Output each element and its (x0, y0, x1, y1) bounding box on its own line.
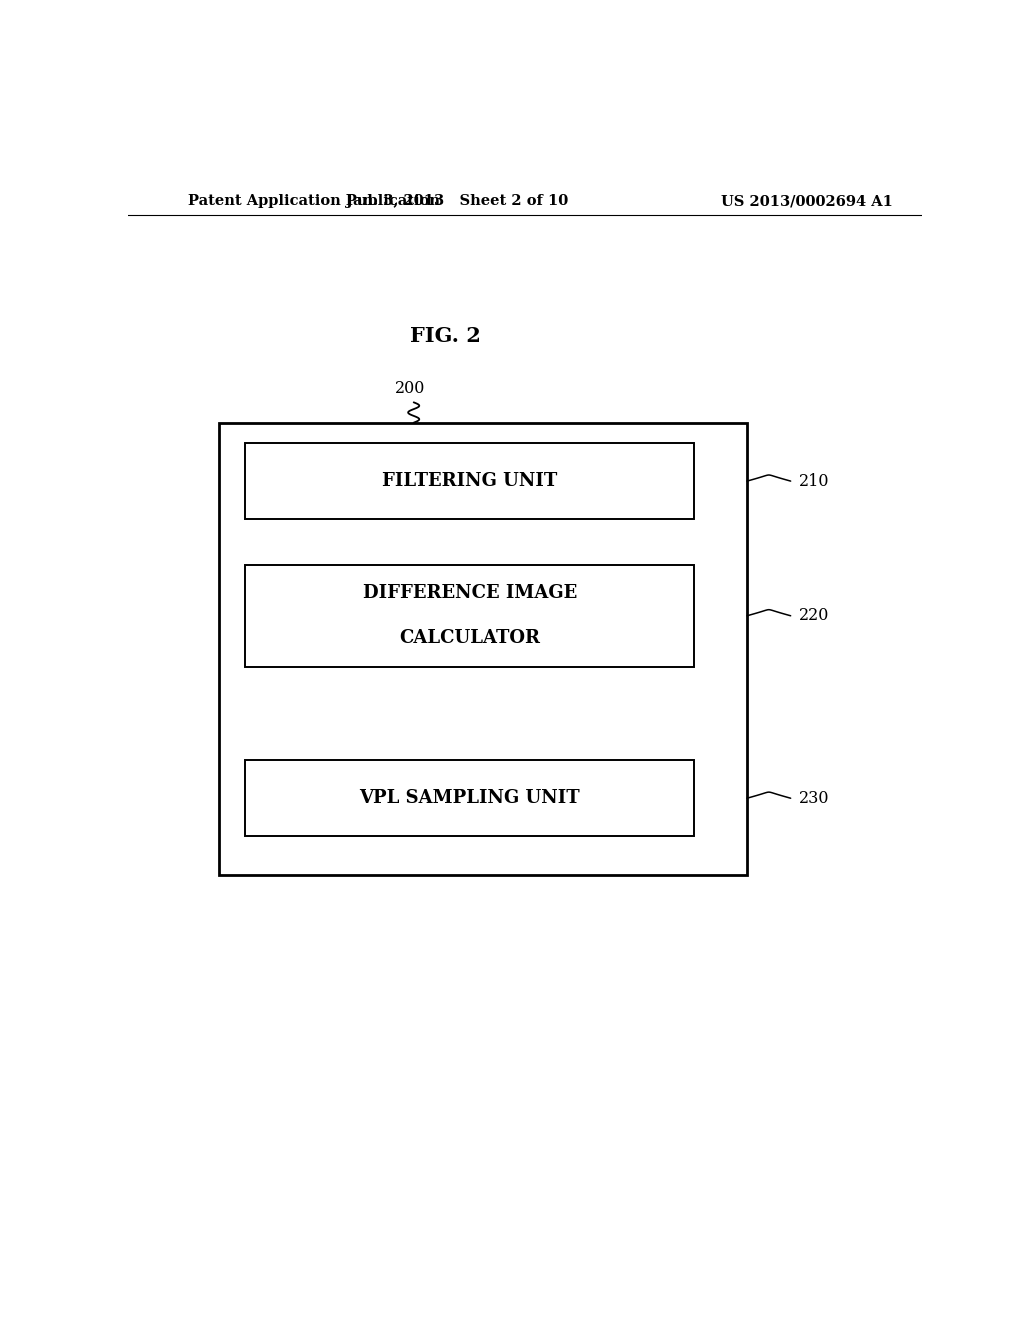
Text: CALCULATOR: CALCULATOR (399, 630, 540, 647)
Text: VPL SAMPLING UNIT: VPL SAMPLING UNIT (359, 789, 580, 808)
Text: FILTERING UNIT: FILTERING UNIT (382, 473, 557, 490)
Bar (246, 760, 694, 837)
Text: 210: 210 (799, 473, 829, 490)
Text: DIFFERENCE IMAGE: DIFFERENCE IMAGE (362, 585, 577, 602)
Text: 200: 200 (394, 380, 425, 397)
Text: US 2013/0002694 A1: US 2013/0002694 A1 (721, 194, 893, 209)
Text: Jan. 3, 2013   Sheet 2 of 10: Jan. 3, 2013 Sheet 2 of 10 (346, 194, 568, 209)
Bar (219, 422, 748, 875)
Text: Patent Application Publication: Patent Application Publication (187, 194, 439, 209)
Text: 220: 220 (799, 607, 829, 624)
Bar (246, 565, 694, 667)
Text: FIG. 2: FIG. 2 (410, 326, 481, 346)
Text: 230: 230 (799, 789, 829, 807)
Bar (246, 444, 694, 519)
